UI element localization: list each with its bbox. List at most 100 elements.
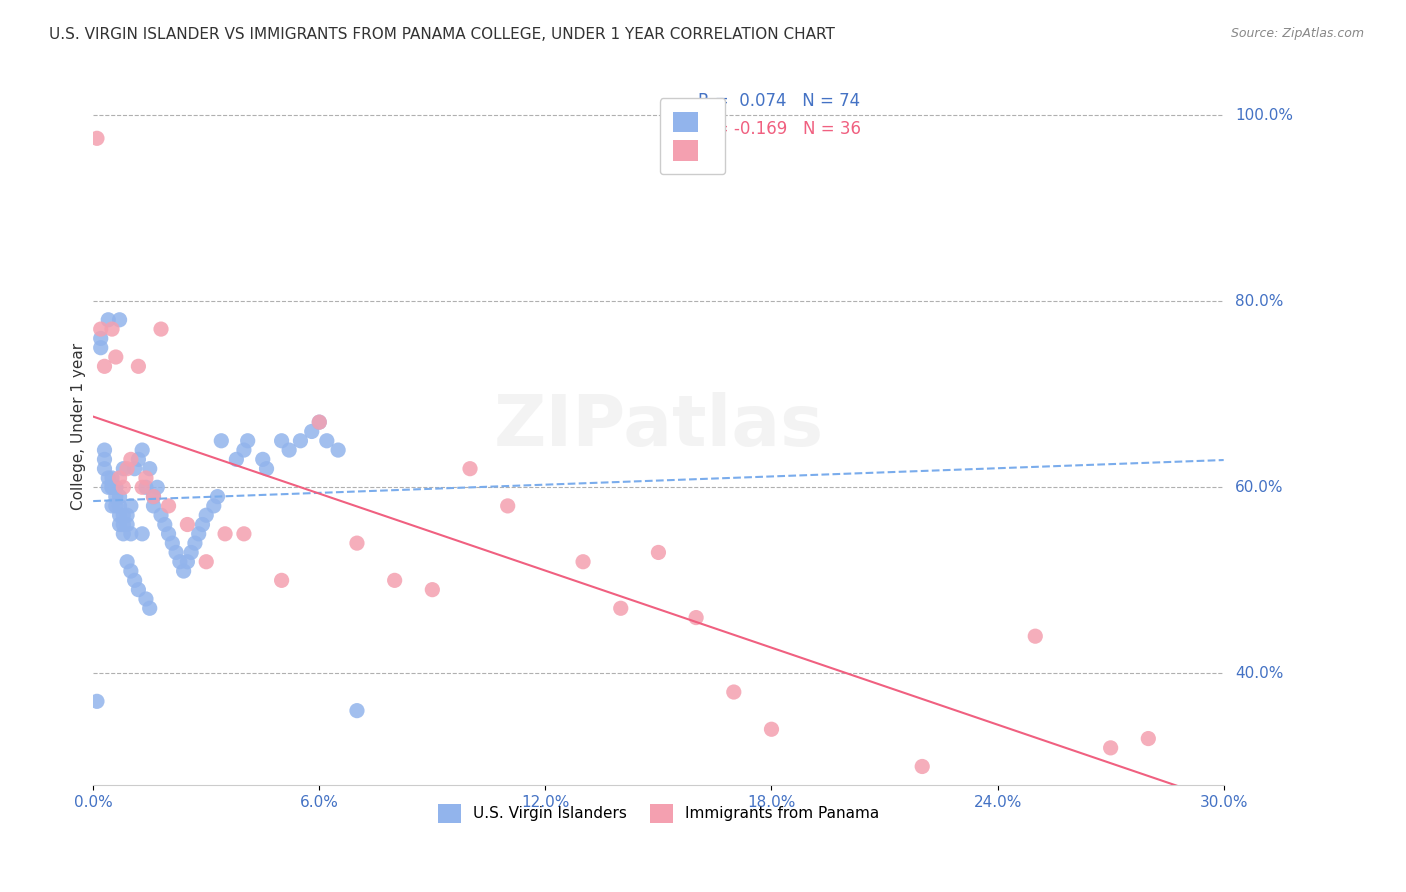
Point bbox=[278, 443, 301, 458]
Point bbox=[1137, 731, 1160, 746]
Point bbox=[142, 490, 165, 504]
Point bbox=[214, 526, 236, 541]
Point bbox=[112, 517, 135, 532]
Point bbox=[162, 536, 184, 550]
Point bbox=[104, 350, 127, 364]
Point bbox=[301, 425, 323, 439]
Point bbox=[146, 480, 169, 494]
Point bbox=[120, 564, 142, 578]
Point bbox=[252, 452, 274, 467]
Point bbox=[138, 601, 160, 615]
Y-axis label: College, Under 1 year: College, Under 1 year bbox=[72, 343, 86, 510]
Point bbox=[1099, 740, 1122, 755]
Point bbox=[496, 499, 519, 513]
Point bbox=[101, 499, 124, 513]
Point bbox=[97, 471, 120, 485]
Point bbox=[90, 331, 112, 345]
Point bbox=[256, 461, 278, 475]
Text: R =  0.074   N = 74: R = 0.074 N = 74 bbox=[697, 92, 860, 110]
Point bbox=[108, 313, 131, 327]
Point bbox=[104, 499, 127, 513]
Point bbox=[308, 415, 330, 429]
Point bbox=[270, 574, 292, 588]
Point bbox=[127, 452, 149, 467]
Point bbox=[97, 480, 120, 494]
Point bbox=[290, 434, 312, 448]
Point bbox=[120, 452, 142, 467]
Point bbox=[346, 704, 368, 718]
Point bbox=[112, 480, 135, 494]
Point bbox=[232, 526, 254, 541]
Point bbox=[187, 526, 209, 541]
Point bbox=[270, 434, 292, 448]
Point bbox=[761, 723, 783, 737]
Point bbox=[209, 434, 232, 448]
Point bbox=[108, 499, 131, 513]
Point bbox=[458, 461, 481, 475]
Point bbox=[572, 555, 595, 569]
Point bbox=[173, 564, 195, 578]
Point bbox=[108, 508, 131, 523]
Point bbox=[184, 536, 207, 550]
Point bbox=[108, 471, 131, 485]
Point bbox=[90, 341, 112, 355]
Point bbox=[131, 443, 153, 458]
Point bbox=[169, 555, 191, 569]
Point bbox=[115, 508, 138, 523]
Point bbox=[225, 452, 247, 467]
Point bbox=[135, 480, 157, 494]
Point bbox=[384, 574, 406, 588]
Point bbox=[165, 545, 187, 559]
Legend: U.S. Virgin Islanders, Immigrants from Panama: U.S. Virgin Islanders, Immigrants from P… bbox=[426, 792, 891, 835]
Point bbox=[153, 517, 176, 532]
Point bbox=[93, 452, 115, 467]
Point bbox=[93, 359, 115, 374]
Point bbox=[202, 499, 225, 513]
Point bbox=[127, 359, 149, 374]
Text: 80.0%: 80.0% bbox=[1234, 293, 1284, 309]
Point bbox=[101, 322, 124, 336]
Point bbox=[207, 490, 229, 504]
Point bbox=[97, 313, 120, 327]
Point bbox=[90, 322, 112, 336]
Point bbox=[685, 610, 707, 624]
Point bbox=[101, 480, 124, 494]
Point bbox=[150, 508, 173, 523]
Point bbox=[142, 499, 165, 513]
Point bbox=[157, 526, 180, 541]
Point bbox=[150, 322, 173, 336]
Point bbox=[420, 582, 443, 597]
Point bbox=[236, 434, 259, 448]
Point bbox=[112, 508, 135, 523]
Text: 40.0%: 40.0% bbox=[1234, 666, 1284, 681]
Point bbox=[120, 526, 142, 541]
Point bbox=[315, 434, 337, 448]
Point bbox=[127, 582, 149, 597]
Point bbox=[115, 555, 138, 569]
Point bbox=[86, 694, 108, 708]
Point bbox=[610, 601, 633, 615]
Point bbox=[93, 443, 115, 458]
Point bbox=[346, 536, 368, 550]
Point bbox=[138, 461, 160, 475]
Point bbox=[112, 526, 135, 541]
Point bbox=[176, 517, 198, 532]
Point bbox=[115, 461, 138, 475]
Text: 100.0%: 100.0% bbox=[1234, 108, 1294, 122]
Point bbox=[723, 685, 745, 699]
Point bbox=[157, 499, 180, 513]
Point bbox=[1024, 629, 1046, 643]
Point bbox=[104, 480, 127, 494]
Point bbox=[112, 461, 135, 475]
Point bbox=[911, 759, 934, 773]
Text: 60.0%: 60.0% bbox=[1234, 480, 1284, 495]
Point bbox=[120, 499, 142, 513]
Point bbox=[131, 480, 153, 494]
Point bbox=[195, 555, 218, 569]
Point bbox=[101, 471, 124, 485]
Point bbox=[93, 461, 115, 475]
Text: Source: ZipAtlas.com: Source: ZipAtlas.com bbox=[1230, 27, 1364, 40]
Point bbox=[647, 545, 669, 559]
Point bbox=[131, 526, 153, 541]
Point bbox=[101, 480, 124, 494]
